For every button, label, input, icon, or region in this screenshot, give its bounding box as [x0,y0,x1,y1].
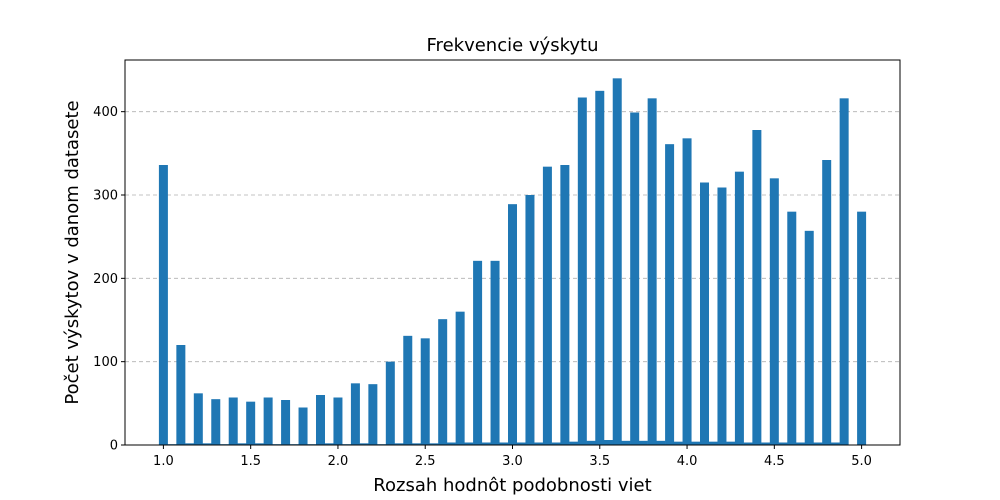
bar [429,443,439,445]
bar [298,407,308,445]
bar [682,138,692,446]
bar [813,442,823,445]
y-tick-label: 400 [93,105,118,120]
bar [560,165,570,445]
bar [604,440,614,445]
y-tick-label: 100 [93,355,118,370]
bar [473,260,483,445]
bar [857,211,867,445]
x-tick-label: 5.0 [851,454,872,469]
bar [368,384,378,445]
bar [525,195,535,445]
bar [281,400,291,445]
bar [726,441,736,445]
bar [542,166,552,445]
bar [446,442,456,445]
x-tick-label: 3.0 [502,454,523,469]
bar [577,97,587,445]
bar [263,397,273,445]
bar [586,440,596,445]
bar [411,443,421,445]
bar [717,187,727,445]
bar [830,442,840,445]
bar [700,182,710,445]
bar [656,440,666,445]
bar [490,260,500,445]
bar [569,441,579,445]
y-tick-label: 300 [93,189,118,204]
bar [246,401,256,445]
bars [158,78,867,446]
chart-title: Frekvencie výskytu [427,35,599,56]
bar [761,442,771,445]
x-tick-label: 4.5 [764,454,785,469]
x-tick-label: 2.0 [328,454,349,469]
bar [403,335,413,445]
bar [237,443,247,445]
y-axis: 0 100 200 300 400 [93,105,125,454]
x-tick-label: 3.5 [589,454,610,469]
bar [743,442,753,445]
x-tick-label: 1.0 [153,454,174,469]
bar [691,441,701,445]
x-axis-label: Rozsah hodnôt podobnosti viet [373,475,651,496]
y-axis-label: Počet výskytov v danom datasete [62,100,83,404]
bar [438,319,448,445]
bar [333,397,343,445]
bar [796,442,806,445]
x-axis: 1.0 1.5 2.0 2.5 3.0 3.5 4.0 4.5 5.0 [153,445,872,469]
bar [787,211,797,445]
bar [534,442,544,445]
bar [193,393,203,445]
bar [350,383,360,445]
bar [804,230,814,445]
bar [734,171,744,445]
bar [324,443,334,445]
bar [551,442,561,445]
bar [708,441,718,445]
bar [420,338,430,445]
x-tick-label: 4.0 [677,454,698,469]
bar [499,442,509,445]
bar [185,443,195,445]
bar [158,165,168,445]
x-tick-label: 2.5 [415,454,436,469]
bar [254,443,264,445]
bar [176,345,186,445]
bar [315,395,325,445]
bar [752,130,762,445]
bar [612,78,622,445]
bar [630,112,640,445]
bar [228,397,238,445]
bar [211,399,221,445]
bar [638,440,648,445]
bar [673,441,683,445]
x-tick-label: 1.5 [240,454,261,469]
bar [621,440,631,445]
bar [822,160,832,445]
bar [508,204,517,445]
bar [385,361,395,445]
bar [516,442,526,445]
bar [359,443,369,445]
y-tick-label: 200 [93,272,118,287]
y-tick-label: 0 [110,439,118,454]
bar [464,442,474,445]
bar [839,98,849,445]
bar [665,144,675,445]
bar [481,442,491,445]
bar [455,311,465,445]
bar [394,443,404,445]
bar [595,90,605,445]
bar [647,98,657,445]
bar [202,443,212,445]
bar [769,178,779,446]
bar [778,442,788,445]
